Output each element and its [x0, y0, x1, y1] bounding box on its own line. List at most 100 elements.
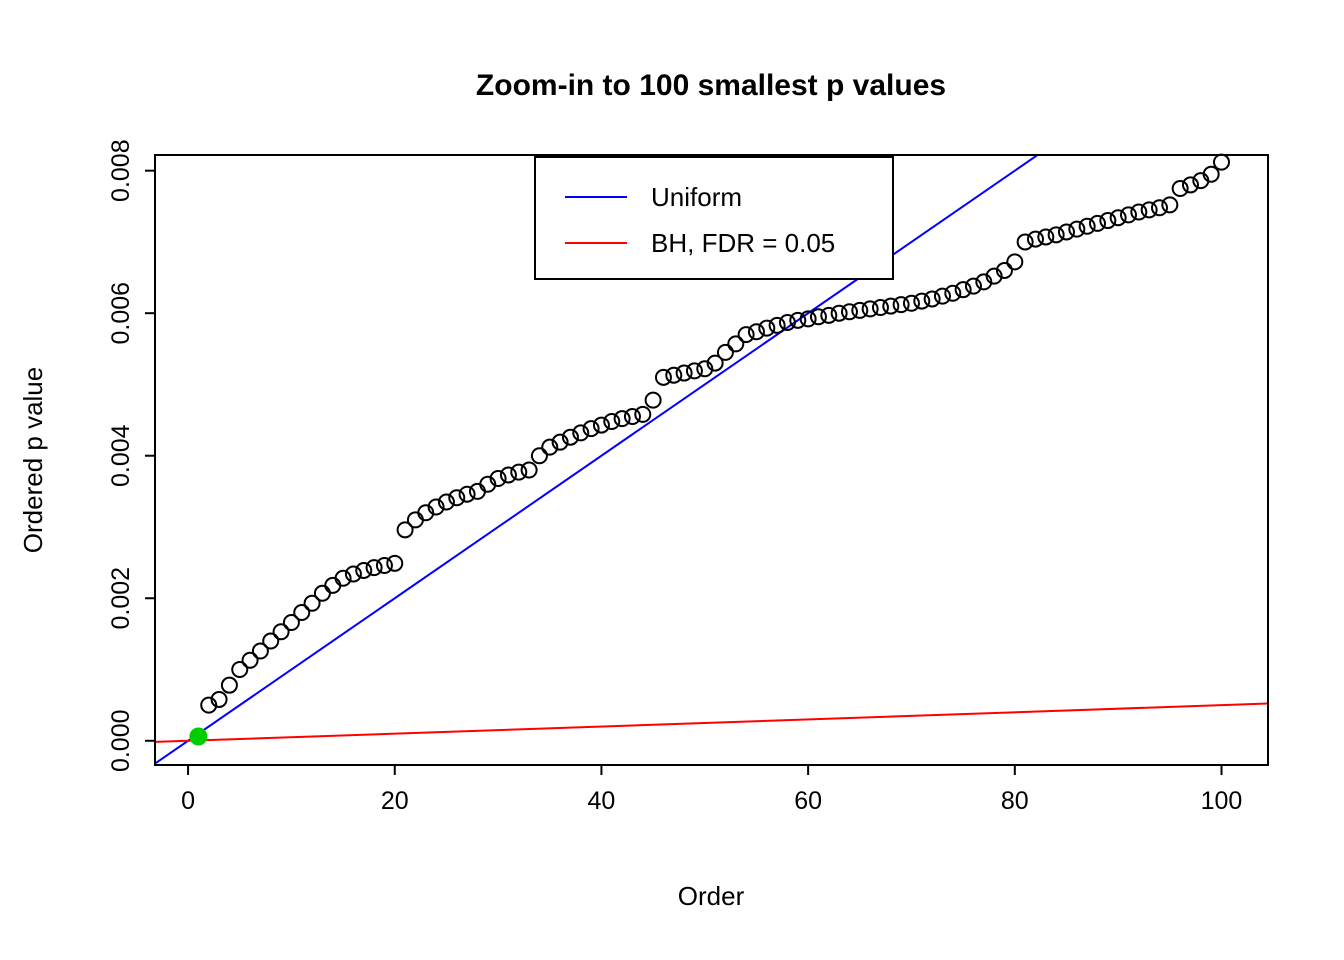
- x-axis: 0 20 40 60 80 100: [181, 765, 1242, 815]
- data-point: [737, 326, 755, 344]
- data-point: [820, 306, 838, 324]
- data-point: [861, 300, 879, 318]
- data-point: [1057, 223, 1075, 241]
- data-point: [613, 410, 631, 428]
- legend-box: [534, 156, 894, 280]
- data-point: [489, 470, 507, 488]
- data-point: [324, 576, 342, 594]
- data-point: [809, 308, 827, 326]
- data-point: [964, 277, 982, 295]
- data-point: [851, 301, 869, 319]
- y-tick-label: 0.004: [107, 424, 135, 487]
- x-axis-label: Order: [678, 881, 745, 911]
- data-point: [954, 281, 972, 299]
- data-point: [220, 676, 238, 694]
- data-point: [313, 584, 331, 602]
- data-point: [758, 319, 776, 337]
- y-axis: 0.000 0.002 0.004 0.006 0.008: [107, 139, 155, 772]
- data-point: [603, 413, 621, 431]
- x-tick-label: 40: [588, 787, 616, 815]
- data-point: [1119, 206, 1137, 224]
- x-tick-label: 100: [1201, 787, 1243, 815]
- plot-title: Zoom-in to 100 smallest p values: [476, 69, 946, 102]
- data-point: [541, 438, 559, 456]
- data-point: [840, 303, 858, 321]
- bh-line: [155, 702, 1268, 743]
- data-point: [1088, 214, 1106, 232]
- data-point: [623, 408, 641, 426]
- data-point: [696, 360, 714, 378]
- data-point: [1181, 176, 1199, 194]
- data-point: [933, 287, 951, 305]
- data-point: [386, 554, 404, 572]
- legend-entry-label: Uniform: [651, 182, 742, 212]
- data-point: [1016, 233, 1034, 251]
- data-point: [582, 420, 600, 438]
- data-point: [561, 428, 579, 446]
- data-point: [634, 405, 652, 423]
- data-point: [799, 310, 817, 328]
- data-point: [727, 335, 745, 353]
- legend-entry-label: BH, FDR = 0.05: [651, 228, 835, 258]
- reference-lines: [155, 155, 1268, 765]
- data-point: [644, 391, 662, 409]
- data-point: [892, 296, 910, 314]
- data-point: [293, 604, 311, 621]
- data-point: [1140, 201, 1158, 219]
- data-point: [1161, 196, 1179, 214]
- data-point: [913, 292, 931, 310]
- data-point: [468, 482, 486, 500]
- data-point: [282, 613, 300, 631]
- y-tick-label: 0.002: [107, 567, 135, 630]
- data-point: [479, 475, 497, 493]
- data-point: [458, 485, 476, 503]
- data-point: [778, 313, 796, 331]
- data-point: [923, 290, 941, 308]
- data-point: [572, 424, 590, 442]
- data-point: [654, 368, 672, 386]
- y-axis-label: Ordered p value: [18, 367, 48, 553]
- data-point: [902, 294, 920, 312]
- data-point: [406, 511, 424, 529]
- data-point: [871, 299, 889, 316]
- plot-border: [154, 154, 1269, 766]
- data-point: [1068, 220, 1086, 238]
- data-point: [551, 433, 569, 451]
- data-point: [1171, 179, 1189, 197]
- data-point: [1047, 226, 1065, 244]
- data-point: [675, 364, 693, 382]
- data-point: [1026, 230, 1044, 248]
- data-point: [200, 696, 218, 714]
- y-tick-label: 0.006: [107, 282, 135, 345]
- data-point: [1202, 165, 1220, 183]
- data-point: [231, 661, 249, 679]
- data-point: [375, 556, 393, 574]
- uniform-line: [155, 155, 1040, 765]
- data-point: [510, 463, 528, 481]
- data-point: [882, 297, 900, 315]
- data-point: [830, 304, 848, 322]
- data-point: [1150, 199, 1168, 217]
- data-point: [251, 642, 269, 660]
- data-point: [241, 651, 259, 669]
- data-point: [1078, 217, 1096, 235]
- data-point: [1037, 228, 1055, 246]
- data-point: [272, 623, 290, 641]
- data-point: [706, 354, 724, 372]
- data-point: [520, 461, 538, 479]
- data-point: [985, 267, 1003, 285]
- data-point: [716, 343, 734, 361]
- data-point: [1109, 209, 1127, 227]
- data-point: [665, 366, 683, 384]
- data-point: [995, 261, 1013, 279]
- y-tick-label: 0.000: [107, 709, 135, 772]
- data-point: [417, 504, 435, 522]
- data-point: [1099, 212, 1117, 230]
- data-point: [334, 569, 352, 587]
- data-point: [789, 311, 807, 329]
- data-point: [437, 493, 455, 511]
- data-point: [975, 273, 993, 291]
- data-point: [396, 521, 414, 539]
- data-point: [210, 690, 228, 708]
- data-point: [448, 489, 466, 507]
